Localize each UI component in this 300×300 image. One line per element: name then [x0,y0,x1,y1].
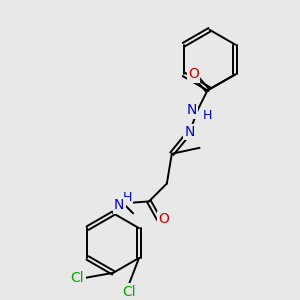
Text: H: H [122,191,132,204]
Text: O: O [158,212,169,226]
Text: Cl: Cl [71,271,84,285]
Text: Cl: Cl [122,285,136,299]
Text: O: O [188,68,199,81]
Text: N: N [187,103,197,117]
Text: N: N [184,125,195,139]
Text: H: H [203,109,212,122]
Text: N: N [114,198,124,212]
